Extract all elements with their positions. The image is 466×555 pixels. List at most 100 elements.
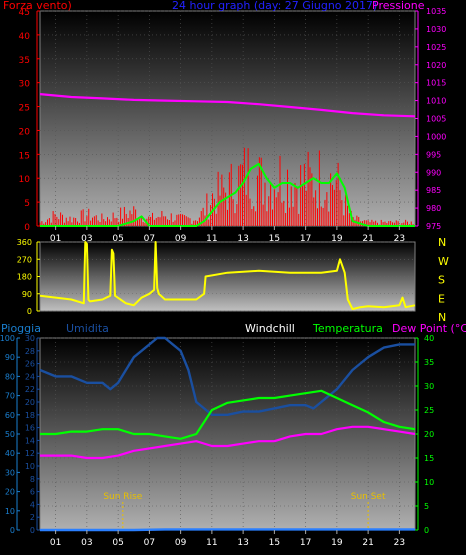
top-x-tick-label: 03 — [81, 234, 92, 244]
bottom-x-tick-label: 23 — [394, 538, 405, 548]
temp-tick-label: 0 — [424, 526, 429, 535]
dewpoint-line — [40, 425, 416, 460]
humidity-tick-label: 18 — [25, 411, 35, 420]
temp-tick-label: 20 — [424, 430, 434, 439]
sun-set-label: Sun Set — [351, 492, 386, 502]
humidity-tick-label: 22 — [25, 385, 35, 394]
rain-line — [40, 528, 415, 532]
bottom-x-tick-label: 11 — [206, 538, 217, 548]
temp-tick-label: 5 — [424, 502, 429, 511]
bottom-axes: 0510152025303540010203040506070809010002… — [0, 334, 434, 548]
bottom-x-tick-label: 07 — [144, 538, 155, 548]
top-x-tick-label: 07 — [144, 234, 155, 244]
top-x-tick-label: 01 — [50, 234, 61, 244]
top-x-tick-label: 21 — [362, 234, 373, 244]
top-chart-title: 24 hour graph (day: 27 Giugno 2017) — [172, 0, 377, 12]
rain-tick-label: 70 — [5, 392, 15, 401]
top-right-tick-label: 980 — [426, 204, 441, 213]
rain-tick-label: 40 — [5, 449, 15, 458]
top-panel-background — [39, 10, 416, 227]
top-series — [39, 93, 416, 227]
bottom-x-tick-label: 09 — [175, 538, 187, 548]
humidity-tick-label: 24 — [25, 372, 35, 381]
dewpoint-label: Dew Point (°C) — [392, 322, 466, 335]
top-left-tick-label: 0 — [24, 223, 30, 233]
bottom-x-tick-label: 13 — [237, 538, 248, 548]
dir-left-tick-label: 90 — [22, 290, 32, 299]
rain-tick-label: 0 — [10, 526, 15, 535]
temp-tick-label: 10 — [424, 478, 434, 487]
windchill-label: Windchill — [245, 322, 295, 335]
rain-tick-label: 90 — [5, 353, 15, 362]
top-x-tick-label: 05 — [112, 234, 123, 244]
top-x-tick-label: 15 — [269, 234, 280, 244]
dir-left-tick-label: 270 — [17, 255, 32, 264]
bottom-x-tick-label: 01 — [50, 538, 61, 548]
top-left-tick-label: 10 — [19, 175, 31, 185]
bottom-series: Sun Rise Sun Set — [39, 336, 416, 532]
top-right-tick-label: 975 — [426, 222, 441, 231]
rain-tick-label: 100 — [0, 334, 15, 343]
top-left-tick-label: 35 — [19, 56, 30, 66]
humidity-tick-label: 30 — [25, 334, 35, 343]
top-right-tick-label: 995 — [426, 150, 441, 159]
top-gridlines — [40, 10, 415, 227]
temp-tick-label: 15 — [424, 454, 434, 463]
top-x-tick-label: 11 — [206, 234, 217, 244]
top-x-tick-label: 09 — [175, 234, 187, 244]
temp-tick-label: 35 — [424, 358, 434, 367]
compass-label: N — [438, 236, 446, 249]
humidity-tick-label: 20 — [25, 398, 35, 407]
top-right-tick-label: 985 — [426, 186, 441, 195]
compass-label: N — [438, 311, 446, 324]
bottom-gridlines — [40, 337, 415, 531]
top-right-tick-label: 990 — [426, 168, 441, 177]
rain-tick-label: 80 — [5, 372, 15, 381]
humidity-tick-label: 12 — [25, 449, 35, 458]
top-right-tick-label: 1035 — [426, 7, 446, 16]
bottom-x-tick-label: 19 — [331, 538, 343, 548]
dir-left-tick-label: 360 — [17, 238, 32, 247]
direction-series — [39, 241, 416, 311]
top-right-axis-label: Pressione — [372, 0, 425, 12]
temp-tick-label: 30 — [424, 382, 434, 391]
rain-tick-label: 10 — [5, 507, 15, 516]
rain-axis-label: Pioggia — [1, 322, 41, 335]
bottom-x-tick-label: 15 — [269, 538, 280, 548]
rain-tick-label: 60 — [5, 411, 15, 420]
top-left-tick-label: 25 — [19, 104, 30, 114]
rain-tick-label: 30 — [5, 468, 15, 477]
compass-label: E — [438, 292, 445, 305]
top-right-tick-label: 1010 — [426, 97, 446, 106]
rain-tick-label: 20 — [5, 488, 15, 497]
temperature-line — [40, 389, 416, 440]
compass-label: S — [438, 274, 445, 287]
wind-series — [39, 147, 414, 226]
top-left-tick-label: 20 — [19, 127, 31, 137]
bottom-x-tick-label: 03 — [81, 538, 92, 548]
bottom-x-tick-label: 21 — [362, 538, 373, 548]
top-right-tick-label: 1020 — [426, 61, 446, 70]
rain-tick-label: 50 — [5, 430, 15, 439]
compass-label: W — [438, 255, 449, 268]
humidity-tick-label: 4 — [30, 500, 35, 509]
direction-gridlines — [40, 241, 415, 312]
bottom-x-tick-label: 17 — [300, 538, 311, 548]
direction-line — [39, 241, 416, 311]
dir-left-tick-label: 180 — [17, 273, 32, 282]
top-axes: 0510152025303540459759809859909951000100… — [19, 7, 447, 244]
pressure-line — [39, 93, 416, 118]
humidity-tick-label: 14 — [25, 436, 35, 445]
top-left-tick-label: 5 — [24, 199, 30, 209]
top-left-tick-label: 40 — [19, 32, 31, 42]
top-right-tick-label: 1005 — [426, 115, 446, 124]
top-x-tick-label: 13 — [237, 234, 248, 244]
top-left-tick-label: 45 — [19, 8, 30, 18]
humidity-tick-label: 8 — [30, 475, 35, 484]
humidity-tick-label: 28 — [25, 347, 35, 356]
top-x-tick-label: 17 — [300, 234, 311, 244]
top-x-tick-label: 19 — [331, 234, 343, 244]
temp-tick-label: 40 — [424, 334, 434, 343]
